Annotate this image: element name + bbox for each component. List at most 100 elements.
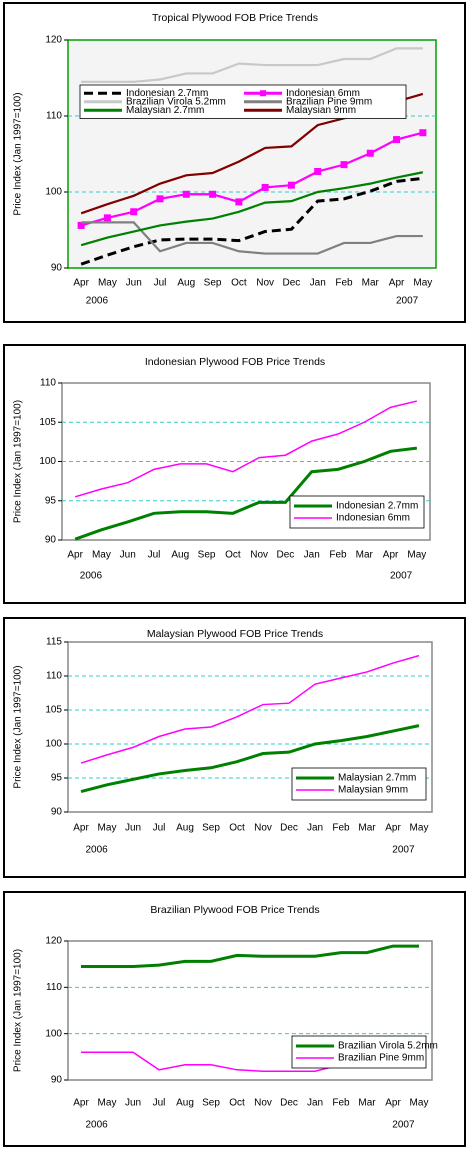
series-line [74,400,418,498]
y-tick-label: 90 [51,807,63,818]
x-tick-label: May [410,823,429,834]
x-tick-label: Mar [358,823,376,834]
x-tick-label: Oct [225,550,241,561]
data-marker [130,208,138,216]
x-tick-label: May [92,550,111,561]
legend-label: Brazilian Pine 9mm [286,96,372,107]
x-tick-label: Aug [176,823,194,834]
x-tick-label: Dec [280,1098,298,1109]
data-marker [340,161,348,169]
x-tick-label: Jan [307,823,323,834]
legend-label: Indonesian 2.7mm [336,501,418,512]
x-tick-label: Jul [153,823,166,834]
x-tick-label: May [407,550,426,561]
y-axis-label: Price Index (Jan 1997=100) [13,665,24,788]
y-tick-label: 100 [39,456,56,467]
y-tick-label: 105 [39,417,56,428]
series-line [80,724,420,794]
x-tick-label: May [98,823,117,834]
data-marker [419,129,427,137]
x-tick-label: May [413,278,432,289]
x-tick-label: Sep [198,550,216,561]
chart-title: Brazilian Plywood FOB Price Trends [150,904,319,916]
data-marker [209,190,217,198]
y-axis-label: Price Index (Jan 1997=100) [13,949,24,1072]
data-marker [314,167,322,175]
x-tick-label: Oct [229,823,245,834]
data-marker [235,198,243,206]
x-tick-label: Jun [125,1098,141,1109]
x-tick-label: Jul [148,550,161,561]
x-tick-label: Jun [126,278,142,289]
year-label: 2007 [392,845,415,856]
y-tick-label: 90 [51,1075,63,1086]
year-label: 2006 [80,571,103,582]
year-label: 2007 [396,296,419,307]
x-tick-label: Nov [250,550,268,561]
data-marker [156,195,164,203]
year-label: 2007 [392,1120,415,1131]
legend-label: Indonesian 6mm [286,88,360,99]
x-tick-label: Feb [332,1098,350,1109]
x-tick-label: Jul [153,1098,166,1109]
x-tick-label: Jan [310,278,326,289]
legend-label: Malaysian 9mm [338,785,408,796]
x-tick-label: Apr [73,278,89,289]
data-marker [366,149,374,157]
x-tick-label: Aug [171,550,189,561]
series-line [81,944,419,968]
y-tick-label: 95 [51,773,63,784]
x-tick-label: Feb [332,823,350,834]
series-line [80,131,424,227]
legend-box [291,767,427,801]
x-tick-label: Sep [202,1098,220,1109]
legend-label: Brazilian Pine 9mm [338,1053,424,1064]
y-tick-label: 95 [45,495,57,506]
series-line [81,47,423,83]
x-tick-label: May [98,1098,117,1109]
chart-title: Tropical Plywood FOB Price Trends [152,12,318,24]
x-tick-label: Dec [283,278,301,289]
y-tick-label: 115 [46,637,62,648]
x-tick-label: Apr [385,1098,401,1109]
data-marker [103,214,111,222]
year-label: 2006 [86,296,109,307]
x-tick-label: Aug [177,278,195,289]
x-tick-label: Jun [125,823,141,834]
x-tick-label: Jun [120,550,136,561]
legend-label: Indonesian 2.7mm [126,88,208,99]
chart-title: Malaysian Plywood FOB Price Trends [147,628,323,640]
data-marker [77,221,85,229]
x-tick-label: Nov [256,278,274,289]
series-line [80,171,424,247]
y-tick-label: 90 [45,535,57,546]
x-tick-label: Dec [277,550,295,561]
x-tick-label: Apr [73,1098,89,1109]
x-tick-label: May [410,1098,429,1109]
x-tick-label: Oct [229,1098,245,1109]
x-tick-label: Oct [231,278,247,289]
y-axis-label: Price Index (Jan 1997=100) [13,92,24,215]
y-tick-label: 100 [45,739,62,750]
x-tick-label: Apr [67,550,83,561]
series-line [80,654,420,764]
y-tick-label: 90 [51,263,63,274]
x-tick-label: Sep [204,278,222,289]
year-label: 2007 [390,571,413,582]
y-tick-label: 120 [45,35,62,46]
legend-marker [260,90,266,97]
legend-label: Brazilian Virola 5.2mm [338,1041,438,1052]
legend-label: Brazilian Virola 5.2mm [126,96,226,107]
series-line [74,446,418,541]
x-tick-label: Mar [362,278,380,289]
year-label: 2006 [85,1120,108,1131]
y-tick-label: 110 [46,982,62,993]
year-label: 2006 [85,845,108,856]
legend-label: Malaysian 2.7mm [126,105,204,116]
x-tick-label: Apr [389,278,405,289]
chart-title: Indonesian Plywood FOB Price Trends [145,356,325,368]
x-tick-label: Nov [254,1098,272,1109]
y-tick-label: 100 [45,187,62,198]
